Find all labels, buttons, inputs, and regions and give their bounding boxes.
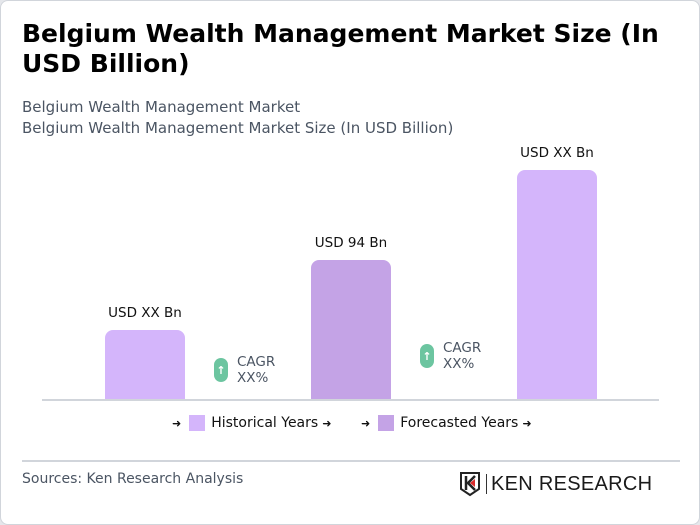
- chart-subtitle: Belgium Wealth Management Market Belgium…: [22, 97, 453, 139]
- bar-label-forecast: USD XX Bn: [520, 145, 594, 161]
- footer-divider: [22, 460, 680, 462]
- logo-text: KEN RESEARCH: [491, 472, 653, 495]
- cagr-label: CAGR: [443, 340, 482, 356]
- logo-separator: [486, 474, 487, 494]
- cagr-annotation-1: ↑ CAGR XX%: [214, 354, 275, 386]
- cagr-label: CAGR: [237, 354, 276, 370]
- arrow-right-icon: ➜: [361, 416, 371, 430]
- legend-swatch-forecasted: [378, 415, 395, 431]
- x-axis-line: [42, 399, 659, 401]
- bar-historical: [105, 330, 185, 400]
- bar-label-base: USD 94 Bn: [314, 235, 388, 251]
- subtitle-line-2: Belgium Wealth Management Market Size (I…: [22, 119, 454, 137]
- arrow-right-icon: ➜: [522, 416, 532, 430]
- source-text: Sources: Ken Research Analysis: [22, 471, 244, 487]
- cagr-value: XX%: [237, 370, 269, 386]
- legend-swatch-historical: [189, 415, 206, 431]
- arrow-up-icon: ↑: [420, 344, 434, 368]
- arrow-right-icon: ➜: [172, 416, 182, 430]
- chart-title: Belgium Wealth Management Market Size (I…: [22, 19, 659, 78]
- legend-item-historical: ➜ Historical Years ➜: [172, 415, 331, 431]
- cagr-annotation-2: ↑ CAGR XX%: [420, 340, 481, 372]
- bar-base: [311, 260, 391, 400]
- ken-research-logo: KEN RESEARCH: [459, 471, 652, 497]
- subtitle-line-1: Belgium Wealth Management Market: [22, 98, 301, 116]
- cagr-value: XX%: [443, 356, 475, 372]
- legend-label-historical: Historical Years: [211, 415, 319, 431]
- ken-research-logo-icon: [459, 471, 481, 497]
- legend-item-forecasted: ➜ Forecasted Years ➜: [361, 415, 532, 431]
- arrow-right-icon: ➜: [322, 416, 332, 430]
- legend-label-forecasted: Forecasted Years: [400, 415, 519, 431]
- bar-label-historical: USD XX Bn: [108, 305, 182, 321]
- arrow-up-icon: ↑: [214, 358, 228, 382]
- bar-forecast: [517, 170, 597, 400]
